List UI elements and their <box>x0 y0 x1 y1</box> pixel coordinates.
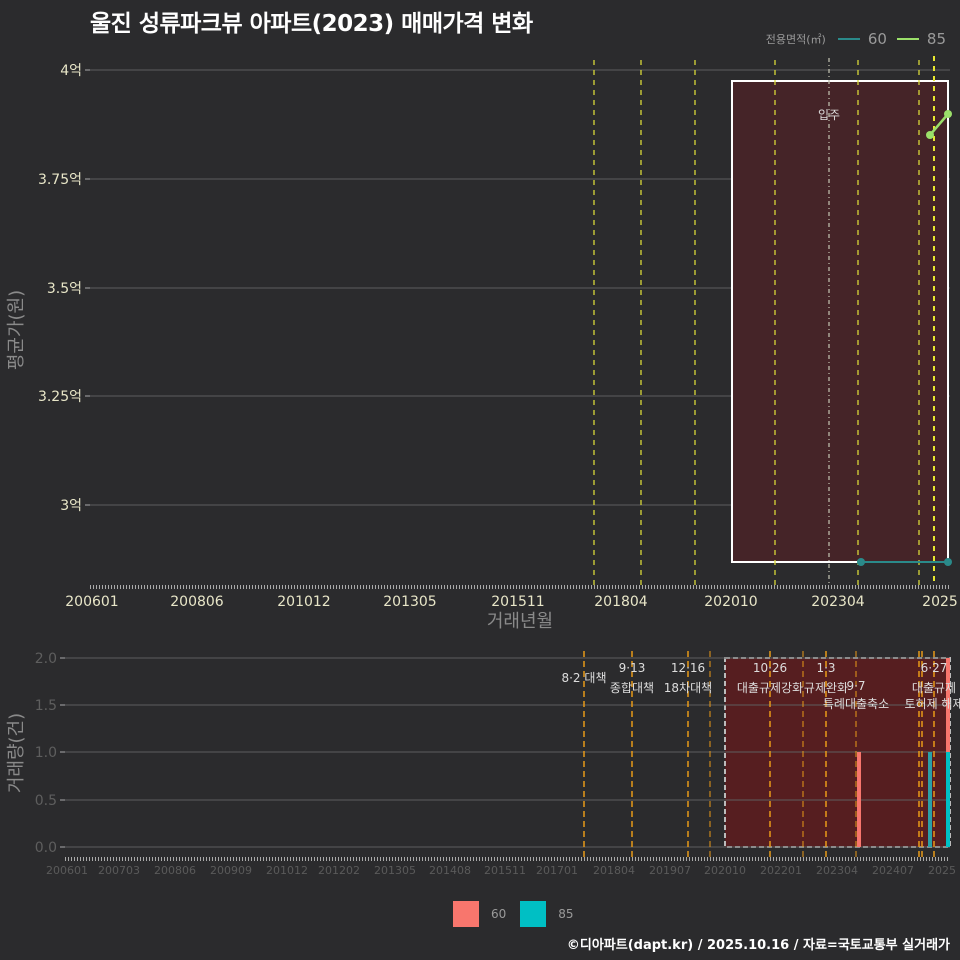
legend-label: 전용면적(㎡) <box>765 33 826 46</box>
bottom-policy-lines <box>583 651 935 860</box>
svg-text:8·2 대책: 8·2 대책 <box>561 670 606 685</box>
series-60-point <box>944 558 952 566</box>
series-85-point <box>944 110 952 118</box>
occupancy-highlight-box <box>731 80 949 563</box>
svg-text:9·7: 9·7 <box>846 679 865 693</box>
svg-text:201804: 201804 <box>593 864 635 877</box>
svg-text:202407: 202407 <box>872 864 914 877</box>
svg-text:18차대책: 18차대책 <box>664 680 712 695</box>
source-footer: ©디아파트(dapt.kr) / 2025.10.16 / 자료=국토교통부 실… <box>566 938 950 953</box>
svg-text:10·26: 10·26 <box>753 661 787 675</box>
legend-item-85: 85 <box>926 30 946 48</box>
bottom-x-tick-labels: 200601 200703 200806 200909 201012 20120… <box>46 864 956 877</box>
svg-text:2025: 2025 <box>922 594 958 610</box>
series-60-point <box>857 558 865 566</box>
svg-text:202201: 202201 <box>760 864 802 877</box>
ytick-3-25: 3.25억 <box>38 389 82 405</box>
svg-text:200806: 200806 <box>170 594 224 610</box>
ytick-4: 4억 <box>60 63 82 79</box>
ytick2-0-5: 0.5 <box>35 793 57 809</box>
ytick2-0-0: 0.0 <box>35 840 57 856</box>
svg-text:1·3: 1·3 <box>816 661 835 675</box>
svg-text:201408: 201408 <box>429 864 471 877</box>
svg-text:200806: 200806 <box>154 864 196 877</box>
svg-text:200601: 200601 <box>65 594 118 610</box>
chart-title: 울진 성류파크뷰 아파트(2023) 매매가격 변화 <box>90 11 533 37</box>
svg-text:201804: 201804 <box>594 594 648 610</box>
svg-text:6·27: 6·27 <box>921 661 948 675</box>
svg-text:9·13: 9·13 <box>619 661 646 675</box>
svg-text:2025: 2025 <box>928 864 956 877</box>
bar-60-stack <box>946 658 950 752</box>
svg-text:201511: 201511 <box>491 594 544 610</box>
svg-text:201012: 201012 <box>266 864 308 877</box>
svg-text:특례대출축소: 특례대출축소 <box>823 697 889 711</box>
top-x-axis-title: 거래년월 <box>487 611 553 632</box>
svg-text:202304: 202304 <box>816 864 858 877</box>
top-legend: 전용면적(㎡) 60 85 <box>766 30 952 48</box>
legend-item-60: 60 <box>491 907 507 921</box>
legend-item-60: 60 <box>867 30 887 48</box>
ytick-3: 3억 <box>60 498 82 514</box>
ytick2-2-0: 2.0 <box>35 651 57 667</box>
svg-text:200703: 200703 <box>98 864 140 877</box>
svg-text:토허제 해제: 토허제 해제 <box>904 697 960 711</box>
svg-text:202304: 202304 <box>811 594 865 610</box>
series-85-line <box>929 113 949 136</box>
bar-60 <box>857 752 861 847</box>
bottom-chart: 2.0 1.5 1.0 0.5 0.0 거래량(건) 8·2 대책 9·13 <box>6 651 960 877</box>
svg-text:12·16: 12·16 <box>671 661 705 675</box>
svg-text:202010: 202010 <box>704 864 746 877</box>
legend-item-85: 85 <box>558 907 574 921</box>
svg-text:201012: 201012 <box>277 594 330 610</box>
series-85-point <box>926 131 934 139</box>
svg-text:202010: 202010 <box>704 594 757 610</box>
svg-text:201305: 201305 <box>383 594 436 610</box>
legend-swatch-60 <box>837 38 860 40</box>
svg-text:200601: 200601 <box>46 864 88 877</box>
svg-text:종합대책: 종합대책 <box>610 680 654 695</box>
legend-swatch-85 <box>896 38 919 40</box>
ytick-3-5: 3.5억 <box>47 281 82 297</box>
svg-text:201202: 201202 <box>318 864 360 877</box>
bottom-y-axis-title: 거래량(건) <box>6 713 27 793</box>
legend-swatch-85 <box>520 901 547 927</box>
top-chart: 4억 3.75억 3.5억 3.25억 3억 평균가(원) 입주 <box>6 56 958 632</box>
svg-text:대출규제: 대출규제 <box>912 681 956 695</box>
svg-text:201907: 201907 <box>649 864 691 877</box>
svg-text:201305: 201305 <box>374 864 416 877</box>
ytick2-1-0: 1.0 <box>35 745 57 761</box>
svg-text:200909: 200909 <box>210 864 252 877</box>
top-y-axis-title: 평균가(원) <box>6 290 27 370</box>
ytick-3-75: 3.75억 <box>38 172 82 188</box>
svg-text:대출규제강화: 대출규제강화 <box>737 681 803 695</box>
svg-text:201511: 201511 <box>484 864 526 877</box>
policy-annotations: 8·2 대책 9·13 종합대책 12·16 18차대책 10·26 대출규제강… <box>561 661 960 711</box>
svg-text:규제완화: 규제완화 <box>804 681 848 695</box>
legend-swatch-60 <box>453 901 479 927</box>
bar-85-stack <box>946 752 950 847</box>
bottom-legend: 60 85 <box>453 901 588 927</box>
svg-text:201701: 201701 <box>536 864 578 877</box>
bar-85 <box>928 752 932 847</box>
top-policy-lines <box>593 56 935 585</box>
top-x-tick-labels: 200601 200806 201012 201305 201511 20180… <box>65 594 958 610</box>
ytick2-1-5: 1.5 <box>35 698 57 714</box>
